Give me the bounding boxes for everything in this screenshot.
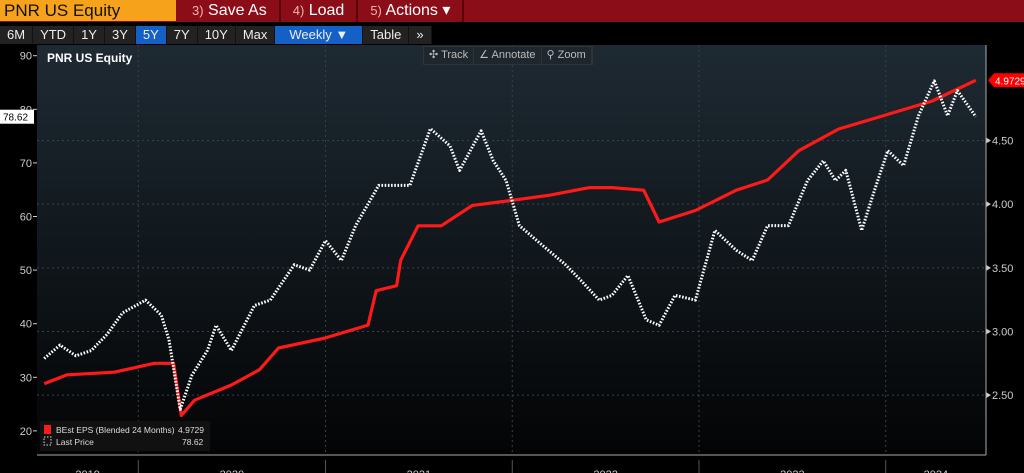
right-tick: [986, 137, 991, 144]
period-max[interactable]: Max: [236, 26, 276, 44]
x-tick-label: 2021: [407, 469, 431, 473]
actions-number: 5): [370, 3, 382, 18]
more-button[interactable]: »: [409, 26, 432, 44]
left-tick-label: 90: [20, 51, 32, 63]
tool-track-button[interactable]: ✣ Track: [424, 47, 475, 64]
table-button[interactable]: Table: [363, 26, 410, 44]
last-price-flag-text: 78.62: [3, 113, 28, 124]
load-number: 4): [292, 3, 305, 18]
series-line-eps: [43, 78, 977, 418]
right-tick-label: 3.00: [992, 326, 1013, 338]
legend-label-eps: BEst EPS (Blended 24 Months): [56, 425, 175, 435]
left-tick-label: 30: [20, 372, 32, 384]
period-5y[interactable]: 5Y: [135, 26, 167, 44]
right-tick-label: 2.50: [992, 390, 1013, 402]
right-tick-label: 4.00: [992, 199, 1013, 211]
tool-annotate-button[interactable]: ∠ Annotate: [474, 47, 542, 64]
actions-label: Actions ▾: [385, 2, 451, 19]
tool-label: Track: [441, 49, 469, 61]
left-tick-label: 70: [20, 158, 32, 170]
period-ytd[interactable]: YTD: [33, 26, 75, 44]
period-7y[interactable]: 7Y: [167, 26, 198, 44]
last-eps-flag-text: 4.9729: [995, 76, 1024, 87]
x-tick-label: 2022: [593, 469, 617, 473]
x-tick-label: 2024: [924, 469, 948, 473]
last-price-flag: [0, 109, 34, 124]
period-bar: 6M YTD 1Y 3Y 5Y 7Y 10Y Max Weekly ▼ Table»: [0, 26, 432, 44]
chart-title: PNR US Equity: [47, 51, 133, 65]
save-as-label: Save As: [208, 2, 267, 19]
series-line-last-price: [43, 79, 978, 411]
period-6m[interactable]: 6M: [0, 26, 34, 44]
ticker-input[interactable]: PNR US Equity: [0, 0, 176, 21]
left-tick-label: 80: [20, 104, 32, 116]
tool-label: Annotate: [491, 49, 536, 61]
left-tick-label: 40: [20, 319, 32, 331]
x-tick-label: 2019: [75, 469, 99, 473]
chart-tools: ✣ Track ∠ Annotate ⚲ Zoom: [423, 46, 593, 65]
legend-value-eps: 4.9729: [178, 425, 204, 435]
legend-swatch-eps: [44, 425, 51, 434]
actions-button[interactable]: 5) Actions ▾: [358, 0, 465, 22]
left-tick-label: 20: [20, 426, 32, 438]
save-as-number: 3): [192, 3, 204, 18]
load-label: Load: [308, 2, 345, 19]
period-1y[interactable]: 1Y: [74, 26, 105, 44]
x-tick-label: 2020: [220, 469, 244, 473]
legend-value-price: 78.62: [182, 437, 204, 447]
right-tick: [986, 201, 991, 208]
right-tick-label: 4.50: [992, 135, 1013, 147]
right-tick: [986, 264, 991, 271]
right-tick: [986, 392, 991, 399]
legend-label-price: Last Price: [56, 437, 94, 447]
last-eps-flag: [988, 73, 1024, 88]
legend: BEst EPS (Blended 24 Months) 4.9729 Last…: [40, 421, 210, 451]
left-tick-label: 60: [20, 212, 32, 224]
plot-area: [37, 45, 986, 455]
tool-zoom-button[interactable]: ⚲ Zoom: [542, 47, 592, 64]
annotate-icon: ∠: [479, 49, 490, 61]
right-tick-label: 3.50: [992, 263, 1013, 275]
tool-label: Zoom: [557, 49, 586, 61]
top-toolbar: PNR US Equity 3) Save As 4) Load 5) Acti…: [0, 0, 1024, 22]
zoom-icon: ⚲: [546, 49, 555, 61]
period-10y[interactable]: 10Y: [198, 26, 236, 44]
right-tick: [986, 328, 991, 335]
legend-swatch-price: [43, 436, 52, 446]
load-button[interactable]: 4) Load: [281, 0, 359, 22]
period-3y[interactable]: 3Y: [105, 26, 136, 44]
save-as-button[interactable]: 3) Save As: [180, 0, 281, 22]
left-tick-label: 50: [20, 265, 32, 277]
crosshair-icon: ✣: [429, 49, 439, 61]
frequency-dropdown[interactable]: Weekly ▼: [275, 26, 364, 44]
x-tick-label: 2023: [780, 469, 804, 473]
